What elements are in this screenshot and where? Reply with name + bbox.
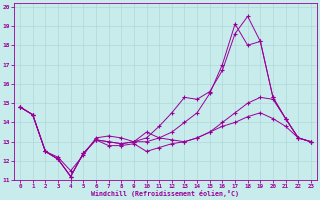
X-axis label: Windchill (Refroidissement éolien,°C): Windchill (Refroidissement éolien,°C) <box>92 190 239 197</box>
